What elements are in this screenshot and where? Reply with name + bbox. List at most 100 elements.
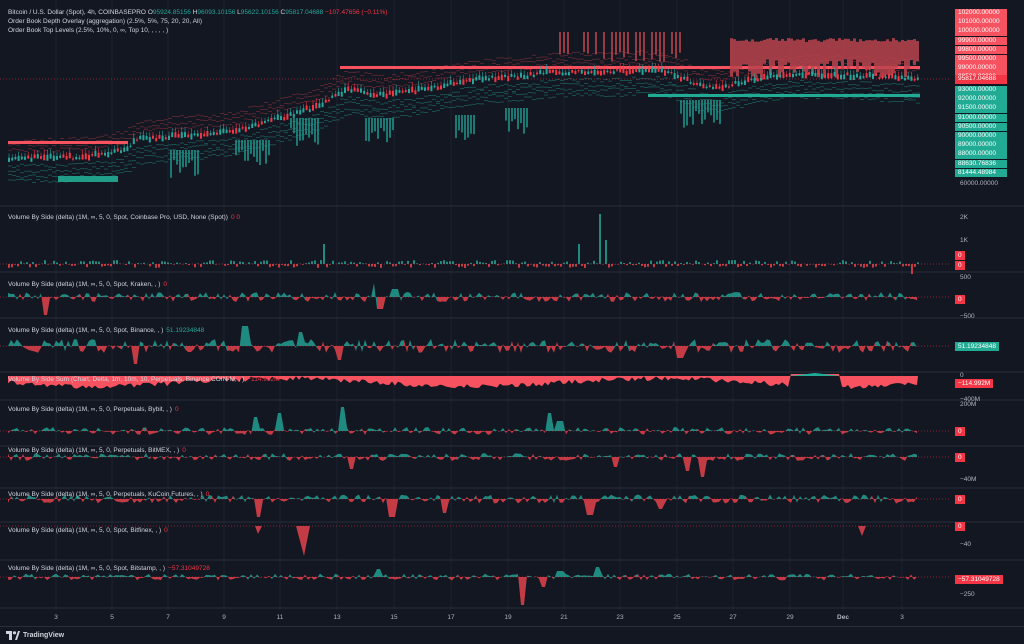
- time-axis-label: 3: [900, 614, 904, 621]
- volume-bar-coinbase: [179, 263, 181, 264]
- candle: [670, 71, 673, 74]
- volume-area-kucoin: [305, 495, 308, 499]
- volume-area-binance: [326, 346, 329, 353]
- volume-area-kucoin: [542, 499, 545, 503]
- bid-depth-bar: [380, 118, 382, 129]
- volume-bar-coinbase: [284, 264, 286, 266]
- candle: [372, 92, 375, 98]
- volume-area-bitmex: [683, 457, 686, 471]
- volume-area-kucoin: [404, 495, 407, 499]
- symbol-legend[interactable]: Bitcoin / U.S. Dollar (Spot), 4h, COINBA…: [8, 9, 387, 17]
- volume-area-kraken: [482, 295, 485, 301]
- volume-area-kraken: [119, 293, 122, 297]
- volume-area-binance: [302, 332, 305, 346]
- candle: [81, 154, 84, 160]
- volume-area-bitstamp: [821, 577, 824, 581]
- volume-area-kraken: [146, 292, 149, 300]
- bid-depth-bar: [695, 100, 697, 112]
- volume-area-binance: [401, 340, 404, 346]
- pane-legend[interactable]: Volume By Side (delta) (1M, ∞, 5, 0, Spo…: [8, 327, 204, 335]
- indicator-legend-top-levels[interactable]: Order Book Top Levels (2.5%, 10%, 0, ∞, …: [8, 27, 169, 34]
- candle: [699, 82, 702, 87]
- volume-area-bitmex: [437, 457, 440, 460]
- volume-area-bitmex: [692, 454, 695, 457]
- volume-area-bitmex: [671, 457, 674, 459]
- volume-area-bitstamp: [659, 574, 662, 577]
- volume-area-bybit: [251, 417, 254, 435]
- pane-legend[interactable]: Volume By Side (delta) (1M, ∞, 5, 0, Spo…: [8, 527, 168, 535]
- volume-area-kucoin: [770, 494, 773, 500]
- volume-area-binance: [110, 345, 113, 350]
- volume-area-bybit: [44, 427, 47, 431]
- pane-legend[interactable]: Volume By Side (delta) (1M, ∞, 5, 0, Spo…: [8, 281, 167, 289]
- volume-area-bitstamp: [245, 575, 248, 580]
- ask-depth-bar: [611, 32, 613, 62]
- volume-area-binance: [8, 339, 11, 347]
- pane-legend[interactable]: Volume By Side (delta) (1M, ∞, 5, 0, Per…: [8, 447, 186, 455]
- volume-area-binance: [818, 346, 821, 349]
- pane-axis-label: −500: [960, 313, 975, 320]
- volume-area-bitmex: [29, 457, 32, 460]
- candle: [308, 109, 311, 112]
- volume-area-bitmex: [173, 457, 176, 458]
- volume-area-bybit: [662, 431, 665, 434]
- pane-legend[interactable]: Volume By Side (delta) (1M, ∞, 5, 0, Spo…: [8, 214, 240, 222]
- volume-bar-coinbase: [638, 262, 640, 264]
- pane-legend[interactable]: Volume By Side (delta) (1M, ∞, 5, 0, Per…: [8, 406, 179, 414]
- volume-area-kucoin: [452, 495, 455, 502]
- tradingview-logo[interactable]: TradingView: [6, 631, 64, 640]
- volume-area-bitstamp: [491, 575, 494, 577]
- volume-area-kraken: [584, 294, 587, 297]
- volume-area-kucoin: [161, 496, 164, 501]
- pane-legend[interactable]: Volume By Side (delta) (1M, ∞, 5, 0, Spo…: [8, 565, 210, 573]
- volume-area-bitstamp: [209, 575, 212, 577]
- volume-area-bybit: [602, 428, 605, 431]
- volume-area-bitmex: [128, 454, 131, 458]
- volume-area-bitstamp: [188, 577, 191, 580]
- candle: [529, 72, 532, 76]
- volume-area-bybit: [212, 431, 215, 433]
- candle: [436, 86, 439, 91]
- time-axis-label: Dec: [837, 614, 849, 621]
- volume-area-kraken: [653, 296, 656, 299]
- volume-area-kucoin: [740, 494, 743, 499]
- volume-area-kraken: [437, 297, 440, 302]
- volume-area-bitmex: [182, 454, 185, 458]
- pane-legend[interactable]: Volume By Side (delta) (1M, ∞, 5, 0, Per…: [8, 491, 209, 499]
- volume-area-bitstamp: [764, 575, 767, 578]
- pane-axis-label: −114.992M: [955, 379, 994, 388]
- volume-bar-coinbase: [779, 264, 781, 267]
- volume-area-binance: [905, 346, 908, 352]
- volume-area-bitmex: [677, 453, 680, 457]
- volume-area-kucoin: [191, 497, 194, 500]
- volume-bar-coinbase: [794, 261, 796, 264]
- indicator-legend-depth[interactable]: Order Book Depth Overlay (aggregation) (…: [8, 18, 203, 25]
- candle: [891, 73, 894, 79]
- volume-area-bitmex: [572, 457, 575, 460]
- volume-area-bitstamp: [485, 573, 488, 577]
- volume-area-bybit: [203, 427, 206, 432]
- bid-depth-bar: [176, 150, 178, 165]
- volume-area-kraken: [65, 294, 68, 297]
- volume-area-kucoin: [587, 499, 590, 515]
- volume-bar-coinbase: [797, 264, 799, 266]
- volume-area-bitmex: [794, 454, 797, 461]
- volume-area-bitmex: [137, 457, 140, 461]
- bid-depth-bar: [317, 118, 319, 145]
- volume-area-bybit: [77, 429, 80, 432]
- ask-depth-bar: [603, 32, 605, 59]
- volume-area-bybit: [428, 427, 431, 432]
- volume-bar-coinbase: [380, 264, 382, 268]
- volume-area-bitstamp: [239, 575, 242, 578]
- bid-depth-bar: [265, 140, 267, 164]
- volume-area-kucoin: [101, 498, 104, 501]
- volume-area-bitstamp: [383, 574, 386, 577]
- volume-area-kucoin: [386, 497, 389, 517]
- pane-legend[interactable]: Volume By Side Sum (Chart, Delta, 1m, 10…: [8, 376, 280, 384]
- volume-area-kraken: [569, 296, 572, 302]
- volume-area-binance: [623, 339, 626, 348]
- ask-depth-bar: [769, 38, 772, 75]
- volume-area-kucoin: [908, 499, 911, 503]
